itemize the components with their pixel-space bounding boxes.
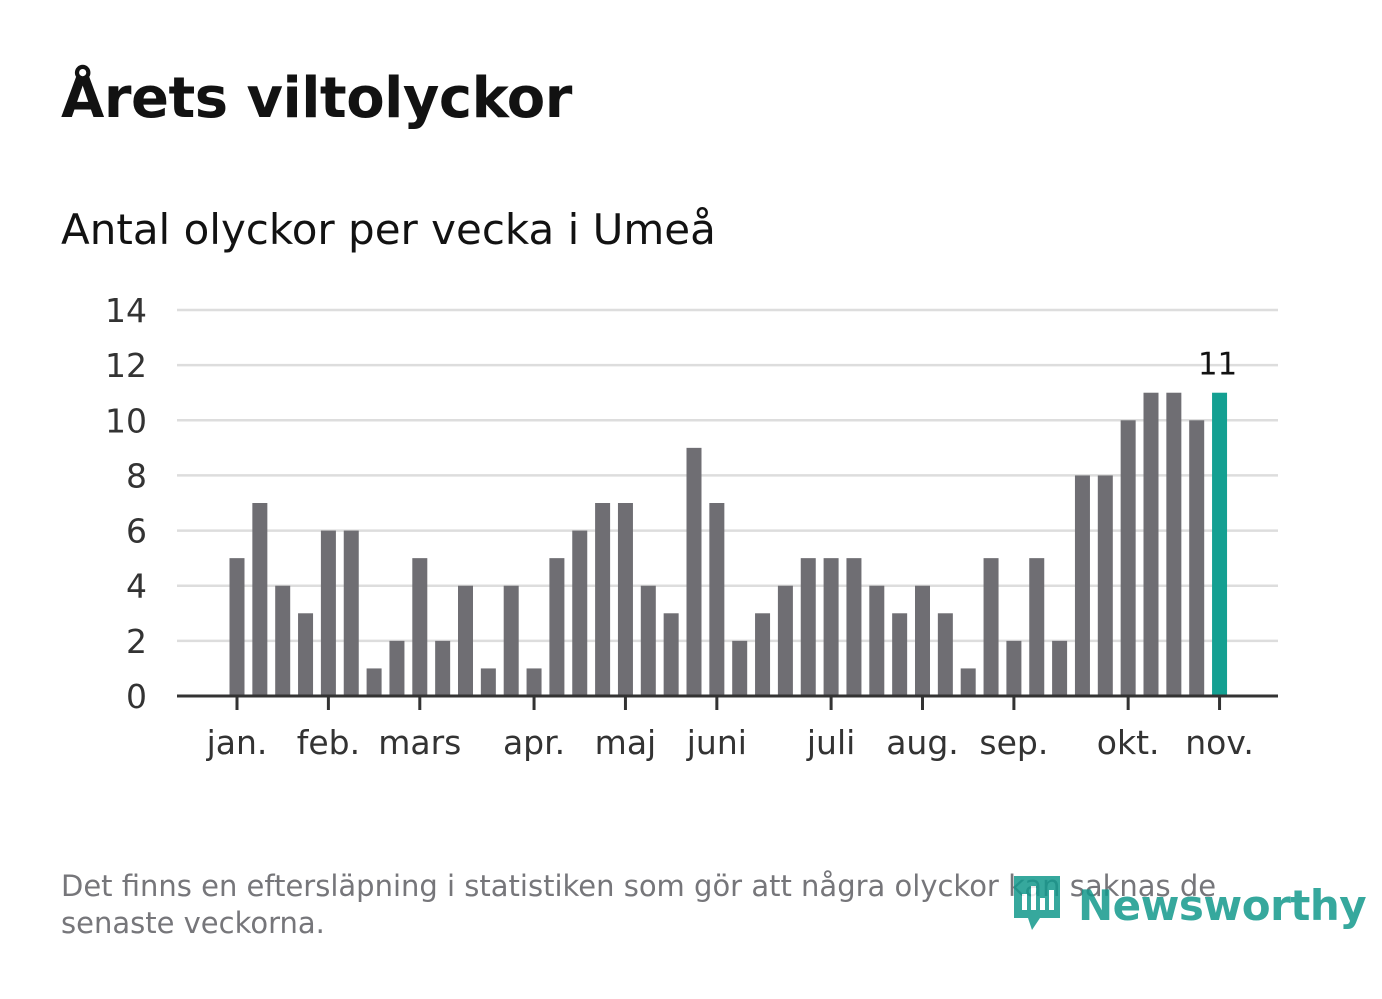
bar	[366, 668, 382, 696]
bar	[229, 558, 245, 696]
x-tick-label: mars	[378, 723, 461, 762]
bar	[983, 558, 999, 696]
bar	[1052, 640, 1068, 696]
y-tick-label: 10	[105, 401, 147, 440]
y-tick-label: 12	[105, 346, 147, 385]
bar	[572, 530, 588, 696]
bar	[1166, 392, 1182, 696]
y-tick-label: 0	[126, 677, 147, 716]
x-axis	[177, 694, 1278, 710]
grid-lines	[177, 308, 1278, 643]
tick-labels: 0 2 4 6 8 10 12 14 11 jan. feb. mars apr. maj juni juli…	[105, 291, 1254, 762]
bar	[435, 640, 451, 696]
bar	[549, 558, 565, 696]
bar	[915, 585, 930, 696]
bar	[777, 585, 793, 696]
x-tick-label: juli	[806, 723, 855, 762]
x-tick-label: okt.	[1097, 723, 1160, 762]
chart-title: Årets viltolyckor	[61, 66, 572, 131]
bar	[1189, 420, 1205, 696]
bar	[846, 558, 862, 696]
x-tick-label: nov.	[1185, 723, 1254, 762]
bar	[892, 613, 908, 696]
bar	[937, 613, 953, 696]
y-tick-label: 14	[105, 291, 147, 330]
bar	[298, 613, 314, 696]
y-tick-label: 4	[126, 567, 147, 606]
bar	[663, 613, 679, 696]
brand-name: Newsworthy	[1078, 880, 1367, 930]
bar	[755, 613, 771, 696]
bar	[412, 558, 428, 696]
x-tick-label: juni	[686, 723, 747, 762]
x-tick-label: sep.	[979, 723, 1048, 762]
x-tick-label: aug.	[886, 723, 959, 762]
bar	[595, 503, 611, 696]
bar	[1074, 475, 1090, 696]
bar	[252, 503, 268, 696]
bar	[709, 503, 725, 696]
x-tick-label: jan.	[206, 723, 268, 762]
bar	[686, 447, 702, 696]
bar	[1120, 420, 1136, 696]
newsworthy-logo-icon	[1010, 872, 1064, 938]
bar	[1143, 392, 1159, 696]
bar	[960, 668, 976, 696]
x-tick-label: feb.	[297, 723, 360, 762]
bar	[503, 585, 519, 696]
y-tick-label: 8	[126, 456, 147, 495]
bar	[320, 530, 336, 696]
bar	[1006, 640, 1022, 696]
bars	[229, 392, 1228, 696]
bar	[640, 585, 656, 696]
bar	[526, 668, 542, 696]
y-tick-label: 6	[126, 512, 147, 551]
chart-subtitle: Antal olyckor per vecka i Umeå	[61, 205, 716, 254]
bar	[732, 640, 748, 696]
x-tick-label: apr.	[503, 723, 565, 762]
bar	[617, 503, 633, 696]
highlight-value-label: 11	[1198, 347, 1237, 383]
bar	[800, 558, 816, 696]
bar	[823, 558, 839, 696]
brand-logo: Newsworthy	[1010, 872, 1367, 938]
x-tick-label: maj	[595, 723, 657, 762]
bar	[480, 668, 496, 696]
bar	[275, 585, 291, 696]
bar	[1097, 475, 1113, 696]
bar	[1029, 558, 1045, 696]
bar	[869, 585, 885, 696]
y-tick-label: 2	[126, 622, 147, 661]
bar-highlight	[1212, 392, 1228, 696]
bar	[458, 585, 473, 696]
bar	[343, 530, 359, 696]
bar	[389, 640, 405, 696]
